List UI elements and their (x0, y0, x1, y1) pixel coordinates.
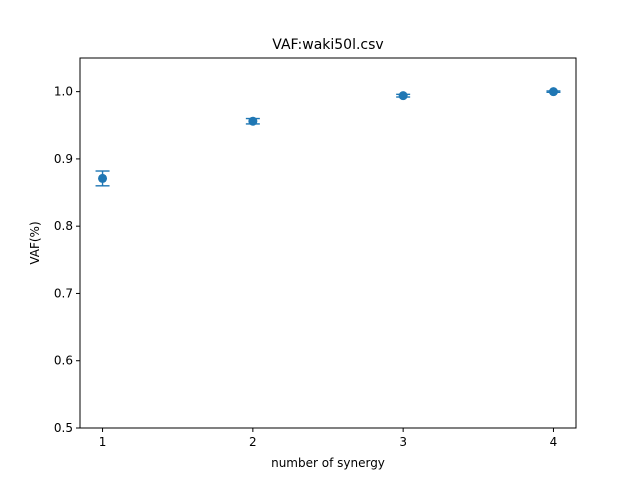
data-point (248, 116, 258, 126)
chart-title: VAF:waki50l.csv (272, 37, 383, 53)
y-tick-label: 0.8 (54, 219, 73, 233)
x-tick-label: 3 (399, 435, 407, 449)
x-axis-ticks: 1 2 3 4 (99, 428, 558, 449)
y-tick-label: 0.6 (54, 354, 73, 368)
x-axis-label: number of synergy (271, 456, 385, 470)
data-point (548, 87, 558, 97)
data-point (398, 91, 408, 101)
y-tick-label: 0.5 (54, 421, 73, 435)
axes-frame (79, 57, 577, 429)
x-tick-label: 2 (249, 435, 257, 449)
data-point (98, 173, 108, 183)
plot-area (80, 58, 576, 428)
y-axis-ticks: 0.5 0.6 0.7 0.8 0.9 1.0 (54, 85, 80, 435)
x-tick-label: 1 (99, 435, 107, 449)
y-tick-label: 1.0 (54, 85, 73, 99)
y-tick-label: 0.7 (54, 286, 73, 300)
series-group (95, 87, 561, 187)
x-tick-label: 4 (550, 435, 558, 449)
y-tick-label: 0.9 (54, 152, 73, 166)
y-axis-label: VAF(%) (28, 221, 42, 264)
